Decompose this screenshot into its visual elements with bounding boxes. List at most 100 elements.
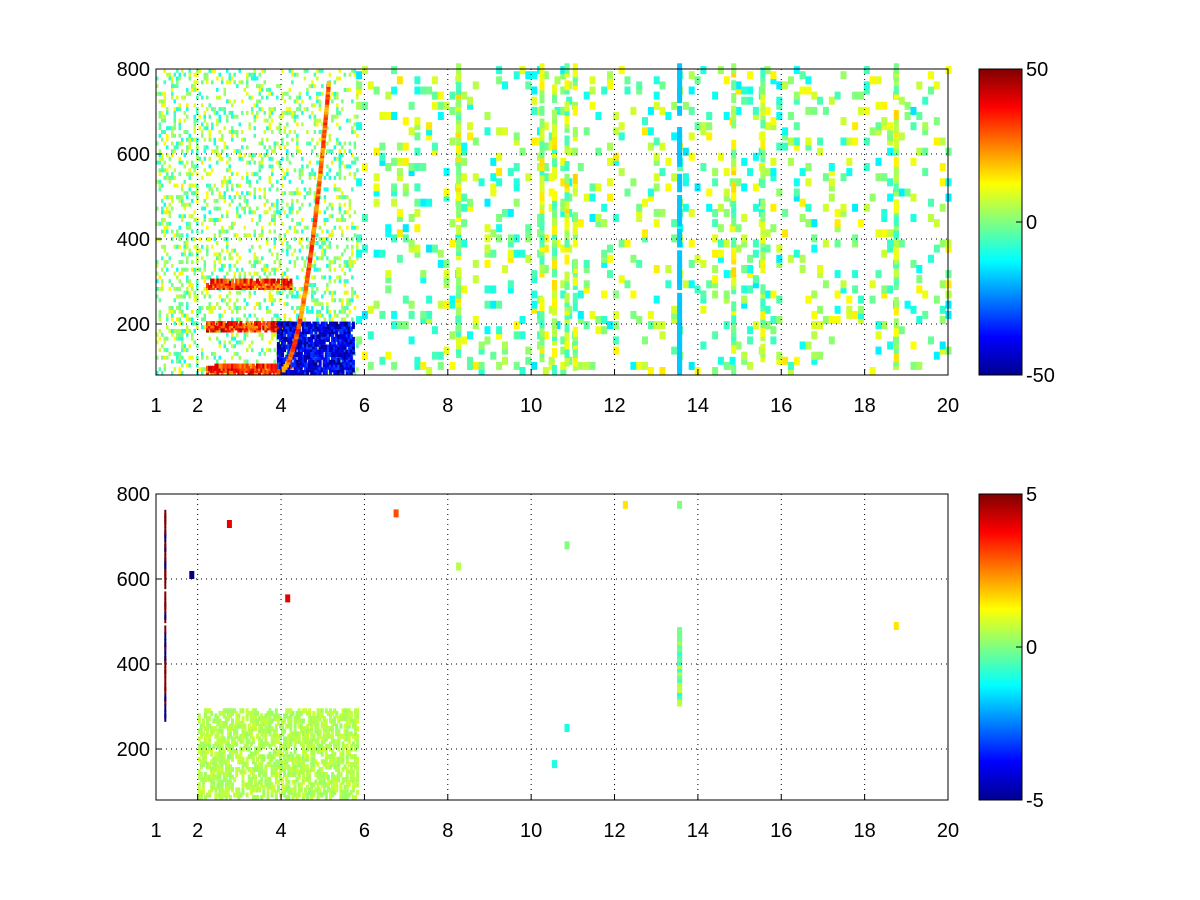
bottom-cell — [264, 779, 268, 785]
top-cell — [158, 114, 161, 119]
top-cell-sparse — [379, 157, 386, 166]
top-cell — [311, 306, 314, 310]
top-cell-hot — [247, 365, 251, 371]
top-cell-streak — [564, 101, 570, 112]
top-cell — [186, 87, 189, 92]
top-cell-streak — [760, 67, 766, 78]
top-cell — [303, 225, 307, 230]
bottom-cell — [247, 723, 251, 729]
top-cell — [318, 309, 322, 314]
top-cell-sparse — [770, 290, 777, 299]
top-cell — [346, 87, 349, 92]
top-cell-streak — [539, 190, 545, 201]
bottom-cell — [262, 733, 266, 739]
top-cell — [163, 118, 166, 123]
top-cell — [201, 229, 204, 234]
bottom-cell — [256, 764, 259, 770]
top-cell-cold — [324, 347, 328, 353]
top-cell — [311, 84, 314, 89]
top-cell-cold — [299, 347, 303, 353]
top-cell-sparse — [414, 361, 421, 370]
top-cell-sparse — [507, 239, 514, 248]
bottom-cell — [243, 744, 247, 749]
top-cell — [196, 195, 199, 200]
top-cell — [208, 68, 211, 73]
top-cell — [188, 91, 191, 96]
top-cell — [238, 202, 241, 207]
top-cell-cold — [322, 331, 326, 337]
top-cell-cold — [291, 354, 295, 360]
top-cell — [186, 332, 189, 337]
bottom-cell — [279, 761, 282, 767]
bottom-cell — [281, 782, 285, 788]
top-cell — [308, 175, 312, 180]
top-cell-sparse — [828, 183, 835, 192]
top-cell — [316, 76, 319, 81]
top-cell — [256, 302, 259, 307]
top-cell — [288, 130, 292, 134]
top-cell — [178, 233, 181, 238]
bottom-cell — [222, 789, 226, 795]
top-cell-hot — [260, 363, 264, 369]
top-cell-sparse — [752, 321, 759, 330]
top-cell — [238, 306, 241, 310]
top-cell — [278, 164, 282, 169]
bottom-cell — [220, 761, 224, 767]
top-cell — [223, 141, 226, 146]
top-cell — [298, 175, 302, 180]
top-cell — [203, 168, 206, 173]
top-cell-cold — [347, 359, 351, 365]
top-cell-sparse — [881, 122, 888, 131]
top-cell-cold — [291, 370, 295, 375]
top-cell — [258, 84, 261, 89]
bottom-cell — [249, 751, 253, 757]
top-cell — [273, 260, 276, 265]
top-cell-sparse — [770, 76, 777, 85]
top-cell — [258, 275, 261, 280]
top-cell-sparse — [431, 351, 438, 360]
top-cell-cold — [297, 347, 301, 353]
top-cell-hot — [208, 285, 212, 290]
top-cell-hot — [208, 365, 212, 371]
bottom-cell — [254, 746, 257, 752]
top-cell — [236, 214, 239, 219]
top-cell-cold — [324, 354, 328, 360]
top-cell-sparse — [583, 321, 590, 330]
top-cell — [173, 351, 176, 356]
top-cell-cold — [331, 344, 335, 350]
top-cell — [333, 175, 337, 180]
top-cell-sparse — [817, 270, 824, 279]
top-cell-sparse — [396, 157, 403, 166]
top-cell — [331, 118, 334, 123]
top-cell — [173, 328, 176, 333]
top-cell-sparse — [542, 71, 549, 80]
top-cell-cold — [306, 370, 310, 375]
top-cell-hot — [245, 363, 249, 369]
top-cell-sparse — [443, 168, 450, 177]
top-cell-sparse — [607, 142, 613, 151]
top-cell — [248, 313, 251, 318]
top-cell — [198, 309, 201, 314]
top-cell — [348, 149, 352, 154]
bottom-cell — [197, 728, 201, 734]
top-cell — [281, 168, 284, 173]
top-cell — [223, 275, 226, 280]
top-cell-sparse — [356, 86, 363, 95]
top-cell-sparse — [887, 178, 894, 187]
bottom-cell — [197, 774, 201, 780]
top-cell-cold — [324, 344, 328, 350]
top-cell — [246, 233, 249, 238]
top-cell — [213, 267, 216, 272]
top-cell — [341, 218, 344, 222]
top-cell — [226, 229, 229, 234]
bottom-cell — [231, 749, 234, 755]
top-cell — [188, 252, 191, 257]
top-cell-cold — [299, 339, 303, 345]
top-cell-sparse — [723, 76, 730, 85]
top-cell — [336, 275, 339, 280]
top-cell — [323, 290, 327, 295]
top-cell — [281, 114, 284, 119]
top-cell — [193, 137, 196, 142]
top-cell-cold — [287, 331, 291, 337]
top-cell-sparse — [828, 163, 835, 171]
